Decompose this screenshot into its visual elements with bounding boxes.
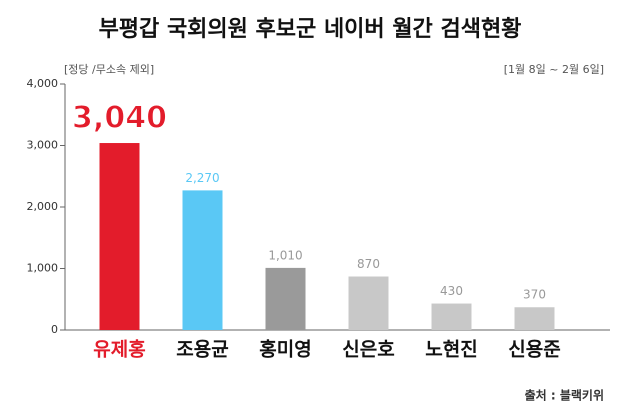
x-tick-label: 조용균	[176, 339, 228, 361]
bar	[265, 267, 306, 330]
y-tick-label: 2,000	[27, 200, 59, 213]
y-tick-label: 0	[51, 323, 58, 336]
source: 출처 : 블랙키위	[525, 388, 604, 403]
bar	[182, 190, 223, 330]
x-tick-label: 홍미영	[259, 338, 311, 361]
period: [1월 8일 ~ 2월 6일]	[504, 62, 604, 76]
x-tick-label: 유제홍	[93, 338, 145, 361]
y-tick-label: 4,000	[27, 77, 59, 90]
value-label: 2,270	[185, 171, 219, 185]
bar	[348, 276, 389, 330]
x-tick-label: 신은호	[342, 339, 394, 361]
y-tick-label: 3,000	[27, 139, 59, 152]
bar	[431, 303, 472, 330]
chart-title: 부평갑 국회의원 후보군 네이버 월간 검색현황	[99, 17, 522, 42]
subtitle: [정당 /무소속 제외]	[64, 63, 154, 76]
value-label: 430	[440, 284, 463, 298]
y-tick-label: 1,000	[27, 262, 59, 275]
bar	[99, 143, 140, 330]
x-tick-label: 신용준	[508, 339, 560, 361]
x-tick-label: 노현진	[425, 339, 477, 361]
value-label: 1,010	[268, 248, 302, 262]
value-label: 870	[357, 257, 380, 271]
value-label: 370	[523, 288, 546, 302]
value-label: 3,040	[72, 101, 167, 136]
bar	[514, 307, 555, 330]
